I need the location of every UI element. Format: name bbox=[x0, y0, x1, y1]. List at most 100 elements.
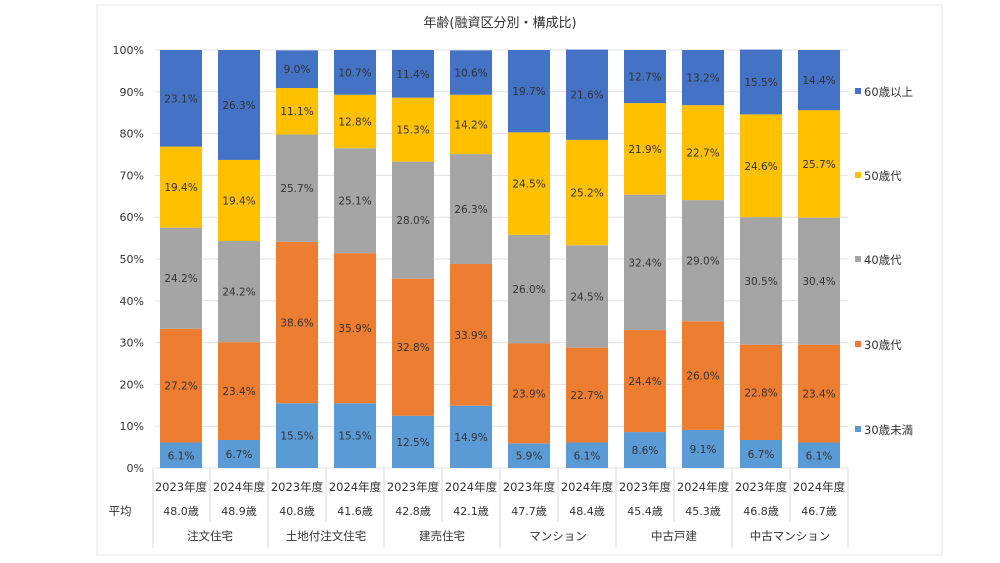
legend-label: 40歳代 bbox=[864, 253, 902, 267]
y-tick-label: 60% bbox=[120, 211, 144, 224]
y-tick-label: 80% bbox=[120, 128, 144, 141]
data-label: 35.9% bbox=[338, 323, 371, 335]
y-tick-label: 90% bbox=[120, 86, 144, 99]
data-label: 15.3% bbox=[396, 125, 429, 137]
bar-segment bbox=[160, 328, 202, 443]
bar-segment bbox=[160, 442, 202, 468]
bar-segment bbox=[334, 50, 376, 95]
bar-segment bbox=[740, 49, 782, 115]
bar-segment bbox=[450, 405, 492, 468]
data-label: 23.4% bbox=[802, 389, 835, 401]
data-label: 29.0% bbox=[686, 256, 719, 268]
bar-segment bbox=[566, 442, 608, 468]
bar-segment bbox=[508, 50, 550, 133]
bar-segment bbox=[218, 50, 260, 160]
data-label: 10.7% bbox=[338, 67, 371, 79]
bar-segment bbox=[624, 330, 666, 433]
data-label: 15.5% bbox=[280, 431, 313, 443]
average-age: 41.6歳 bbox=[337, 505, 373, 518]
average-age: 48.0歳 bbox=[163, 505, 199, 518]
bar-segment bbox=[624, 50, 666, 104]
bar-segment bbox=[450, 154, 492, 265]
chart-frame bbox=[96, 4, 943, 556]
data-label: 6.1% bbox=[574, 450, 601, 462]
average-age: 48.4歳 bbox=[569, 505, 605, 518]
data-label: 28.0% bbox=[396, 215, 429, 227]
data-label: 22.7% bbox=[686, 148, 719, 160]
bar-segment bbox=[682, 105, 724, 201]
bar-segment bbox=[392, 415, 434, 468]
data-label: 14.9% bbox=[454, 432, 487, 444]
bar-segment bbox=[566, 49, 608, 140]
group-label: 中古戸建 bbox=[651, 529, 697, 543]
category-label: 2023年度 bbox=[735, 480, 788, 494]
data-label: 26.0% bbox=[686, 371, 719, 383]
data-label: 11.4% bbox=[396, 69, 429, 81]
legend-label: 30歳未満 bbox=[864, 423, 913, 437]
y-tick-label: 50% bbox=[120, 253, 144, 266]
bar-segment bbox=[682, 429, 724, 468]
category-label: 2024年度 bbox=[329, 480, 382, 494]
bar-segment bbox=[682, 321, 724, 430]
bar-segment bbox=[508, 343, 550, 444]
average-age: 42.1歳 bbox=[453, 505, 489, 518]
data-label: 5.9% bbox=[516, 451, 543, 463]
category-label: 2023年度 bbox=[387, 480, 440, 494]
bar-segment bbox=[566, 139, 608, 246]
data-label: 23.9% bbox=[512, 388, 545, 400]
bar-segment bbox=[798, 442, 840, 468]
group-label: 注文住宅 bbox=[187, 529, 233, 543]
category-label: 2024年度 bbox=[793, 480, 846, 494]
data-label: 10.6% bbox=[454, 68, 487, 80]
bar-segment bbox=[276, 134, 318, 242]
data-label: 24.6% bbox=[744, 161, 777, 173]
data-label: 15.5% bbox=[744, 77, 777, 89]
data-label: 32.4% bbox=[628, 257, 661, 269]
bar-segment bbox=[740, 439, 782, 468]
bar-segment bbox=[392, 161, 434, 279]
bar-segment bbox=[798, 50, 840, 111]
legend-label: 30歳代 bbox=[864, 338, 902, 352]
y-tick-label: 0% bbox=[127, 462, 144, 475]
data-label: 24.5% bbox=[512, 179, 545, 191]
bar-segment bbox=[392, 278, 434, 416]
data-label: 14.2% bbox=[454, 119, 487, 131]
legend-swatch bbox=[855, 426, 861, 432]
y-tick-label: 20% bbox=[120, 378, 144, 391]
data-label: 33.9% bbox=[454, 330, 487, 342]
data-label: 25.2% bbox=[570, 188, 603, 200]
data-label: 30.5% bbox=[744, 276, 777, 288]
data-label: 24.2% bbox=[222, 287, 255, 299]
bar-segment bbox=[160, 50, 202, 147]
legend-label: 50歳代 bbox=[864, 169, 902, 183]
bar-segment bbox=[276, 241, 318, 404]
data-label: 24.2% bbox=[164, 273, 197, 285]
category-label: 2024年度 bbox=[561, 480, 614, 494]
data-label: 12.7% bbox=[628, 72, 661, 84]
y-tick-label: 40% bbox=[120, 295, 144, 308]
bar-segment bbox=[334, 94, 376, 149]
bar-segment bbox=[218, 159, 260, 242]
bar-segment bbox=[798, 344, 840, 443]
average-age: 48.9歳 bbox=[221, 505, 257, 518]
bar-segment bbox=[218, 342, 260, 440]
legend-label: 60歳以上 bbox=[864, 85, 913, 99]
data-label: 11.1% bbox=[280, 106, 313, 118]
bar-segment bbox=[392, 50, 434, 98]
legend-swatch bbox=[855, 172, 861, 178]
bar-segment bbox=[682, 200, 724, 322]
bar-segment bbox=[566, 347, 608, 443]
bar-segment bbox=[682, 50, 724, 106]
data-label: 25.7% bbox=[280, 183, 313, 195]
y-tick-label: 70% bbox=[120, 169, 144, 182]
bar-segment bbox=[160, 227, 202, 329]
chart-title: 年齢(融資区分別・構成比) bbox=[423, 16, 576, 31]
data-label: 15.5% bbox=[338, 431, 371, 443]
data-label: 25.7% bbox=[802, 159, 835, 171]
bar-segment bbox=[392, 97, 434, 162]
y-tick-label: 30% bbox=[120, 337, 144, 350]
data-label: 22.8% bbox=[744, 387, 777, 399]
data-label: 12.5% bbox=[396, 437, 429, 449]
data-label: 25.1% bbox=[338, 196, 371, 208]
